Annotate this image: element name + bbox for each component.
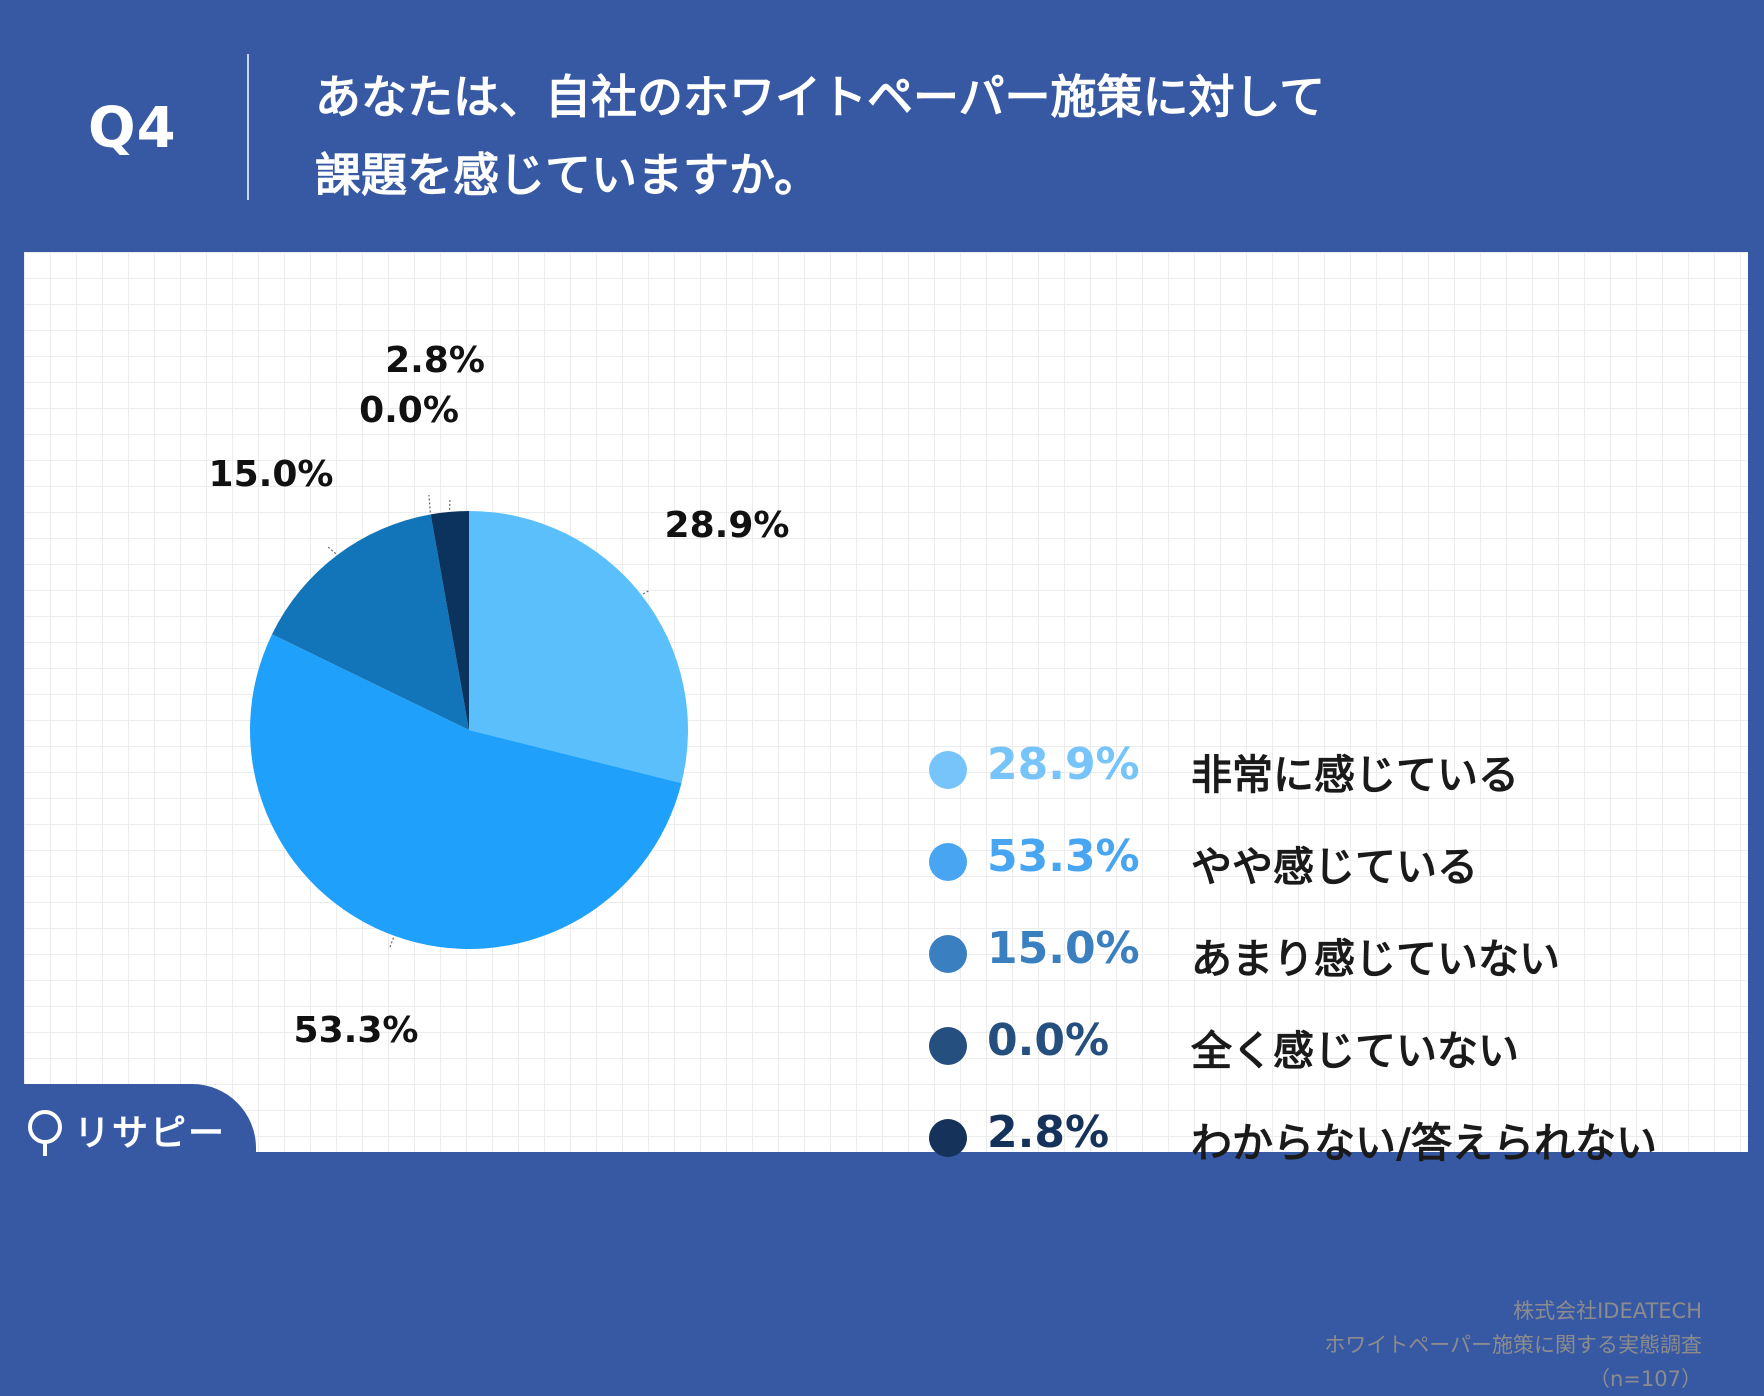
leader-line [643,590,650,594]
legend-percent: 2.8% [987,1107,1109,1158]
pie-data-label: 53.3% [294,1010,419,1051]
legend-percent: 28.9% [987,739,1140,790]
legend-dot [929,843,967,881]
pin-icon-stem [43,1140,47,1156]
source-survey: ホワイトペーパー施策に関する実態調査 [1324,1328,1702,1362]
leader-line [390,938,393,947]
leader-line [327,546,336,554]
legend-label: 全く感じていない [1191,1017,1519,1077]
legend-label: 非常に感じている [1191,741,1519,801]
question-text: あなたは、自社のホワイトペーパー施策に対して 課題を感じていますか。 [315,58,1615,214]
question-line-2: 課題を感じていますか。 [315,136,1615,214]
legend-percent: 53.3% [987,831,1140,882]
source-sample-size: （n=107） [1324,1362,1702,1396]
brand-badge: リサピー [0,1084,256,1176]
brand-name: リサピー [74,1104,226,1156]
pie-data-label: 0.0% [359,390,459,431]
question-number: Q4 [88,96,177,161]
pie-data-label: 15.0% [209,454,334,495]
header-divider [247,54,249,200]
legend-dot [929,1027,967,1065]
legend-percent: 0.0% [987,1015,1109,1066]
question-line-1: あなたは、自社のホワイトペーパー施策に対して [315,58,1615,136]
legend-dot [929,1119,967,1157]
header: Q4 あなたは、自社のホワイトペーパー施策に対して 課題を感じていますか。 [0,0,1764,250]
legend-label: わからない/答えられない [1191,1109,1657,1169]
legend-percent: 15.0% [987,923,1140,974]
pin-icon [28,1110,62,1144]
legend-label: あまり感じていない [1191,925,1560,985]
legend-dot [929,935,967,973]
legend-dot [929,751,967,789]
pie-data-label: 28.9% [665,505,790,546]
legend-label: やや感じている [1191,833,1478,893]
source-company: 株式会社IDEATECH [1324,1294,1702,1328]
pie-data-label: 2.8% [385,340,485,381]
leader-line [429,495,430,512]
chart-panel: 28.9% 53.3% 15.0% 0.0% 2.8% 28.9% 非常に感じている 5… [24,252,1748,1152]
source-note: 株式会社IDEATECH ホワイトペーパー施策に関する実態調査 （n=107） [1324,1294,1702,1396]
